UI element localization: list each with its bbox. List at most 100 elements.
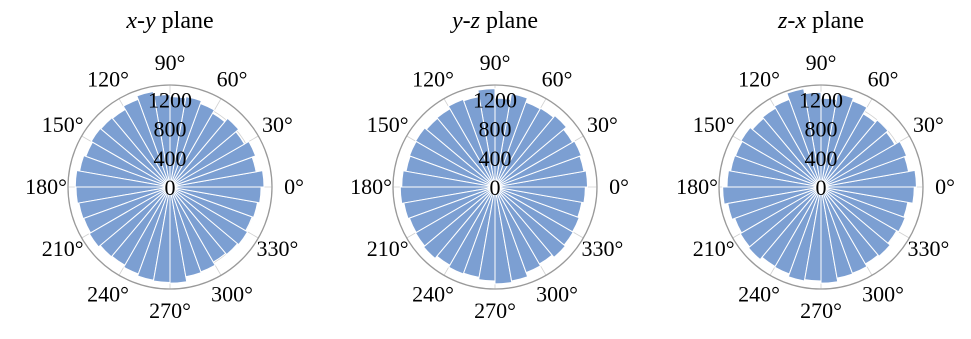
title-part: plane xyxy=(156,8,214,34)
histogram-bar xyxy=(494,186,580,233)
histogram-bar xyxy=(820,186,891,257)
histogram-bar xyxy=(820,186,868,274)
histogram-bar xyxy=(747,186,822,261)
histogram-bar xyxy=(787,186,822,282)
radial-tick-label: 1200 xyxy=(473,88,517,113)
angle-tick-label: 210° xyxy=(42,236,84,261)
histogram-bar xyxy=(90,127,171,188)
angle-tick-label: 0° xyxy=(935,174,955,199)
histogram-bar xyxy=(494,186,574,246)
histogram-bar xyxy=(436,108,496,188)
histogram-bar xyxy=(761,107,822,188)
histogram-bar xyxy=(169,117,240,188)
title-part: - xyxy=(787,8,795,34)
angle-tick-label: 60° xyxy=(542,67,573,92)
histogram-bar xyxy=(494,140,582,188)
histogram-bar xyxy=(169,186,262,204)
angle-tick-label: 240° xyxy=(738,281,780,306)
angle-tick-label: 180° xyxy=(350,174,392,199)
angle-tick-label: 240° xyxy=(87,281,129,306)
angle-tick-label: 150° xyxy=(42,112,84,137)
radial-tick-label: 0 xyxy=(816,175,827,200)
angle-tick-label: 180° xyxy=(676,174,718,199)
angle-tick-label: 0° xyxy=(609,174,629,199)
histogram-bar xyxy=(414,127,496,188)
angle-tick-label: 300° xyxy=(862,281,904,306)
angle-tick-label: 30° xyxy=(587,112,618,137)
radial-tick-label: 1200 xyxy=(799,88,843,113)
histogram-bar xyxy=(820,186,906,233)
angle-tick-label: 90° xyxy=(480,50,511,75)
panel-title: x-y plane xyxy=(125,8,213,34)
angle-tick-label: 30° xyxy=(262,112,293,137)
angle-tick-label: 150° xyxy=(693,112,735,137)
polar-axis-circle xyxy=(718,84,924,290)
radial-tick-label: 800 xyxy=(154,117,187,142)
panel-title: z-x plane xyxy=(777,8,864,34)
polar-axis-circle xyxy=(392,84,598,290)
histogram-bar xyxy=(494,114,568,188)
angle-tick-label: 240° xyxy=(412,281,454,306)
angle-tick-label: 150° xyxy=(367,112,409,137)
histogram-bar xyxy=(820,140,908,188)
title-part: z xyxy=(470,8,481,34)
histogram-bar xyxy=(88,186,171,248)
angle-tick-label: 210° xyxy=(367,236,409,261)
histogram-bar xyxy=(408,140,496,188)
title-part: - xyxy=(137,8,145,34)
radial-tick-label: 400 xyxy=(154,146,187,171)
histogram-bar xyxy=(169,186,216,273)
histogram-bar xyxy=(494,186,567,259)
angle-tick-label: 120° xyxy=(412,67,454,92)
title-part: y xyxy=(143,8,156,34)
radial-tick-label: 0 xyxy=(490,175,501,200)
title-part: plane xyxy=(480,8,538,34)
histogram-bar xyxy=(422,186,496,260)
angle-tick-label: 60° xyxy=(217,67,248,92)
histogram-bar xyxy=(99,186,171,258)
angle-tick-label: 120° xyxy=(738,67,780,92)
title-part: - xyxy=(463,8,471,34)
histogram-bar xyxy=(494,186,586,204)
angle-tick-label: 300° xyxy=(211,281,253,306)
radial-tick-label: 1200 xyxy=(148,88,192,113)
angle-tick-label: 30° xyxy=(913,112,944,137)
panel-title: y-z plane xyxy=(450,8,538,34)
histogram-bar xyxy=(494,107,555,188)
polar-panel-xy: x-y plane 0° 30° 60° 90° 120°150° 180° 210°240°… xyxy=(25,8,304,323)
angle-tick-label: 270° xyxy=(800,298,842,323)
angle-tick-label: 330° xyxy=(581,236,623,261)
histogram-bar xyxy=(494,186,542,274)
histogram-bar xyxy=(169,96,203,188)
angle-tick-label: 60° xyxy=(868,67,899,92)
histogram-bar xyxy=(740,126,822,188)
angle-tick-label: 270° xyxy=(149,298,191,323)
title-part: x xyxy=(125,8,137,34)
angle-tick-label: 0° xyxy=(284,174,304,199)
radial-tick-label: 0 xyxy=(165,175,176,200)
angle-tick-label: 90° xyxy=(806,50,837,75)
angle-tick-label: 120° xyxy=(87,67,129,92)
title-part: x xyxy=(794,8,806,34)
angle-tick-label: 90° xyxy=(155,50,186,75)
polar-panel-zx: z-x plane 0° 30° 60° 90° 120°150° 180° 210°240°… xyxy=(676,8,955,323)
radial-tick-label: 400 xyxy=(479,146,512,171)
title-part: y xyxy=(450,8,463,34)
histogram-bar xyxy=(773,98,822,188)
angle-tick-label: 330° xyxy=(256,236,298,261)
angle-tick-label: 210° xyxy=(693,236,735,261)
angle-tick-label: 270° xyxy=(474,298,516,323)
polar-panel-yz: y-z plane 0° 30° 60° 90° 120°150° 180° 210°240°… xyxy=(350,8,629,323)
radial-tick-label: 800 xyxy=(805,117,838,142)
polar-axis-circle xyxy=(67,84,273,290)
histogram-bar xyxy=(169,140,257,188)
histogram-bar xyxy=(169,186,249,246)
histogram-bar xyxy=(820,93,855,188)
angle-tick-label: 180° xyxy=(25,174,67,199)
angle-tick-label: 330° xyxy=(907,236,949,261)
histogram-bar xyxy=(494,93,529,188)
histogram-bar xyxy=(74,169,171,188)
histogram-bar xyxy=(122,98,171,188)
radial-tick-label: 800 xyxy=(479,117,512,142)
